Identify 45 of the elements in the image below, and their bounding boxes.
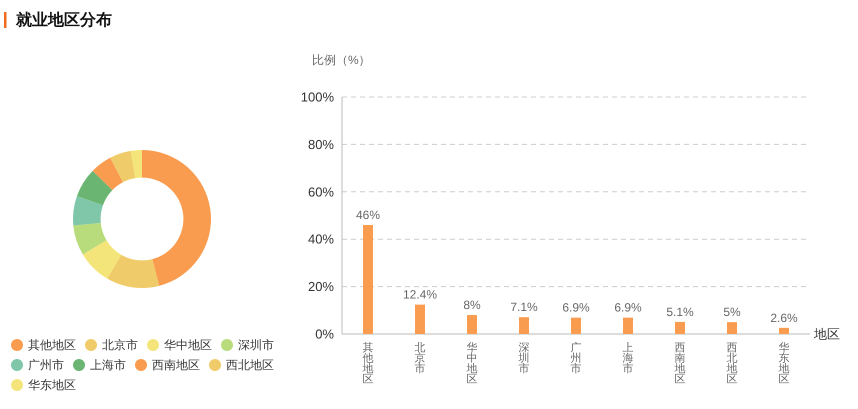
- bar: [415, 304, 425, 334]
- bar: [623, 318, 633, 334]
- data-label: 12.4%: [402, 288, 438, 302]
- bar: [519, 317, 529, 334]
- x-tick-label: 上海市: [622, 341, 634, 375]
- bar: [727, 322, 737, 334]
- x-axis-title: 地区: [813, 326, 840, 342]
- y-tick-label: 80%: [308, 136, 334, 152]
- chart-title: 就业地区分布: [15, 11, 112, 29]
- y-tick-label: 20%: [308, 279, 334, 294]
- donut-slice: [142, 150, 211, 286]
- x-tick-label: 广州市: [570, 341, 582, 375]
- donut-slice: [73, 196, 103, 226]
- donut-slice: [130, 150, 142, 178]
- y-axis-title: 比例（%）: [312, 53, 371, 67]
- bar: [363, 224, 373, 334]
- x-tick-label: 西南地区: [674, 342, 686, 386]
- y-tick-label: 100%: [300, 90, 334, 104]
- donut-slice: [76, 170, 112, 206]
- bar: [571, 318, 581, 334]
- bar: [779, 328, 789, 334]
- data-label: 6.9%: [562, 300, 590, 315]
- data-label: 5.1%: [666, 304, 694, 319]
- y-tick-label: 40%: [308, 232, 334, 247]
- data-label: 6.9%: [614, 300, 642, 315]
- x-tick-label: 西北地区: [726, 342, 738, 386]
- bar: [675, 322, 685, 334]
- x-tick-label: 深圳市: [518, 342, 530, 375]
- donut-slice: [92, 158, 123, 190]
- donut-slice: [107, 254, 160, 288]
- donut-slice: [82, 240, 122, 279]
- x-tick-label: 华东地区: [778, 342, 790, 386]
- x-tick-label: 北京市: [414, 341, 426, 375]
- x-tick-label: 其他地区: [362, 341, 374, 386]
- donut-slice: [110, 150, 136, 182]
- data-label: 5%: [723, 305, 741, 320]
- data-label: 8%: [463, 298, 481, 312]
- data-label: 7.1%: [510, 300, 538, 314]
- data-label: 2.6%: [770, 310, 798, 325]
- x-tick-label: 华中地区: [466, 342, 478, 386]
- bar: [467, 315, 477, 334]
- y-tick-label: 60%: [308, 184, 334, 200]
- donut-slice: [73, 222, 106, 254]
- y-tick-label: 0%: [315, 326, 334, 342]
- data-label: 46%: [356, 208, 380, 222]
